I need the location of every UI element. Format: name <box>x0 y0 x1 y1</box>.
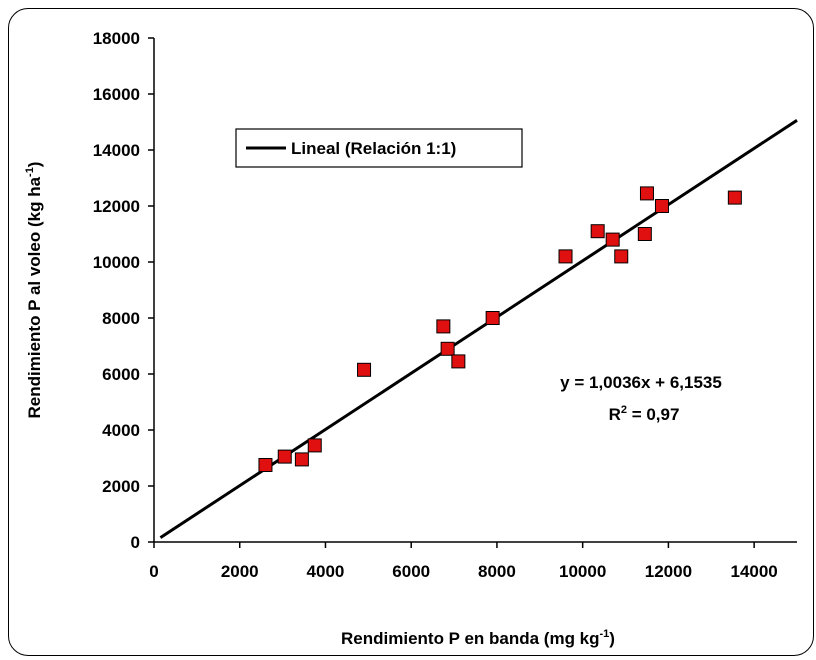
x-tick-label: 12000 <box>645 562 692 581</box>
data-point <box>294 452 309 467</box>
data-point <box>436 319 451 334</box>
data-point <box>639 186 654 201</box>
data-point <box>637 227 652 241</box>
x-tick-label: 0 <box>149 562 158 581</box>
data-point <box>590 224 605 239</box>
data-point <box>277 449 292 464</box>
y-tick-label: 6000 <box>102 365 140 384</box>
y-tick-label: 2000 <box>102 477 140 496</box>
data-point <box>727 190 742 205</box>
data-point <box>258 458 273 472</box>
x-tick-label: 14000 <box>730 562 777 581</box>
x-tick-label: 2000 <box>221 562 259 581</box>
data-point <box>654 199 669 213</box>
data-point <box>485 311 500 325</box>
trendline-group <box>159 119 798 539</box>
axes <box>148 37 797 548</box>
y-tick-labels: 0 2000 4000 6000 8000 10000 12000 14000 16000 180… <box>93 29 140 552</box>
legend-label: Lineal (Relación 1:1) <box>291 139 456 158</box>
equation-annotation: y = 1,0036x + 6,1535 R2 = 0,97 <box>560 373 722 424</box>
trendline <box>159 119 798 539</box>
x-tick-label: 4000 <box>307 562 345 581</box>
y-tick-label: 18000 <box>93 29 140 48</box>
legend: Lineal (Relación 1:1) <box>235 128 523 168</box>
r-squared-text: R2 = 0,97 <box>609 404 680 424</box>
y-tick-label: 4000 <box>102 421 140 440</box>
y-tick-label: 0 <box>131 533 140 552</box>
x-tick-label: 10000 <box>559 562 606 581</box>
x-tick-label: 6000 <box>392 562 430 581</box>
y-tick-label: 10000 <box>93 253 140 272</box>
x-axis-title: Rendimiento P en banda (mg kg-1) <box>341 628 615 648</box>
x-tick-labels: 0 2000 4000 6000 8000 10000 12000 14000 <box>149 562 778 581</box>
data-point <box>451 354 466 369</box>
data-point <box>614 249 629 264</box>
equation-text: y = 1,0036x + 6,1535 <box>560 373 722 392</box>
y-tick-label: 12000 <box>93 197 140 216</box>
data-point <box>558 249 573 264</box>
data-point <box>307 438 322 453</box>
y-axis-title: Rendimiento P al voleo (kg ha-1) <box>24 162 44 419</box>
data-point <box>440 341 455 356</box>
data-point <box>605 232 620 247</box>
y-tick-label: 8000 <box>102 309 140 328</box>
data-points <box>258 186 742 472</box>
data-point <box>357 362 372 377</box>
x-tick-label: 8000 <box>478 562 516 581</box>
y-tick-label: 16000 <box>93 85 140 104</box>
y-tick-label: 14000 <box>93 141 140 160</box>
